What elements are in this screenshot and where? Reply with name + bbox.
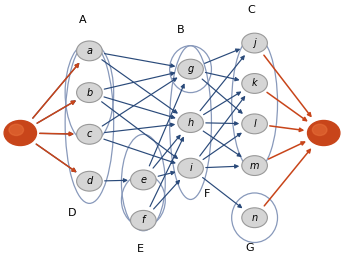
Text: j: j <box>253 38 256 48</box>
Text: i: i <box>189 163 192 173</box>
Circle shape <box>4 120 36 146</box>
Circle shape <box>242 74 267 93</box>
Circle shape <box>77 83 102 102</box>
Text: b: b <box>86 88 93 98</box>
Text: e: e <box>140 175 146 185</box>
Text: C: C <box>247 6 255 15</box>
Text: k: k <box>252 78 257 89</box>
Circle shape <box>178 59 203 79</box>
Circle shape <box>308 120 340 146</box>
Circle shape <box>242 33 267 53</box>
Circle shape <box>312 124 327 135</box>
Text: f: f <box>142 215 145 225</box>
Text: d: d <box>86 176 93 186</box>
Circle shape <box>77 41 102 61</box>
Circle shape <box>77 124 102 144</box>
Text: E: E <box>137 244 143 254</box>
Circle shape <box>77 171 102 191</box>
Circle shape <box>242 156 267 176</box>
Text: D: D <box>68 207 77 218</box>
Circle shape <box>130 210 156 230</box>
Text: m: m <box>250 161 259 171</box>
Circle shape <box>130 170 156 190</box>
Text: g: g <box>187 64 194 74</box>
Text: A: A <box>79 15 86 24</box>
Text: F: F <box>204 189 211 199</box>
Text: a: a <box>86 46 93 56</box>
Text: l: l <box>253 119 256 129</box>
Text: h: h <box>187 118 194 128</box>
Text: G: G <box>245 243 254 253</box>
Circle shape <box>242 114 267 134</box>
Circle shape <box>9 124 23 135</box>
Text: c: c <box>87 129 92 139</box>
Circle shape <box>178 113 203 132</box>
Circle shape <box>242 208 267 228</box>
Text: B: B <box>176 25 184 35</box>
Circle shape <box>178 158 203 178</box>
Text: n: n <box>251 213 258 223</box>
